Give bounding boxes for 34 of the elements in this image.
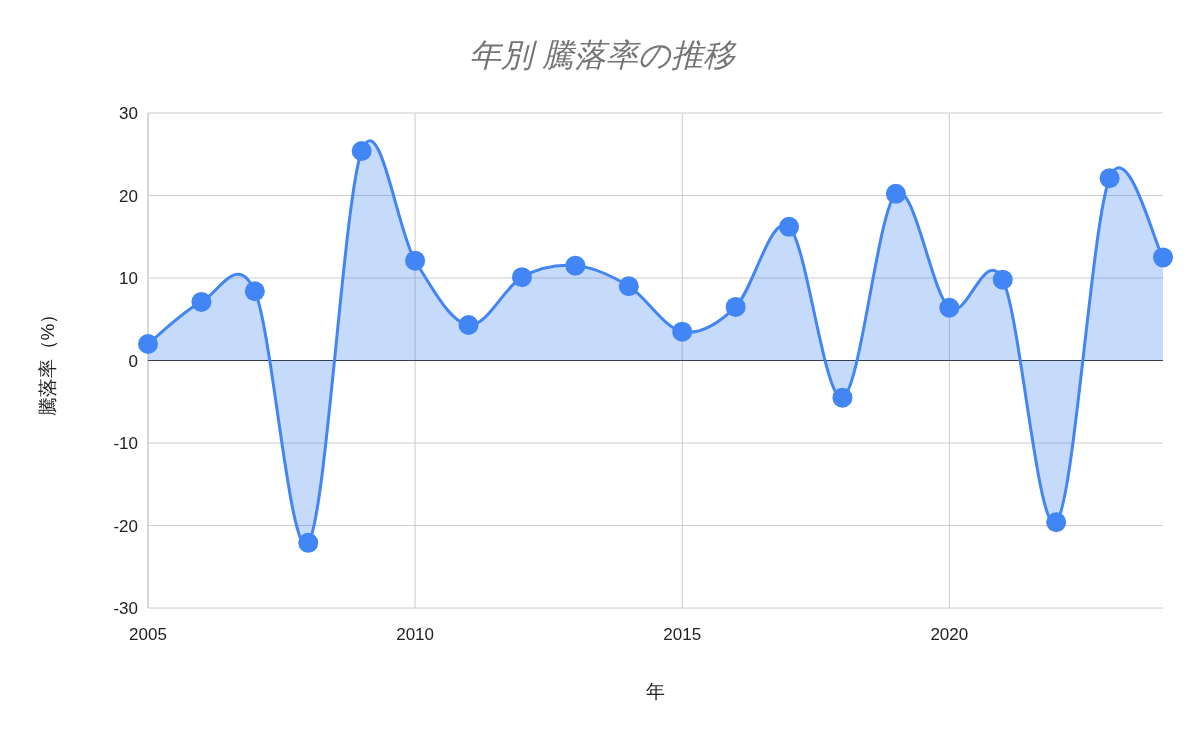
point	[244, 281, 265, 302]
point	[832, 387, 853, 408]
x-tick-label: 2010	[396, 625, 435, 644]
point	[511, 267, 532, 288]
x-tick-label: 2020	[930, 625, 969, 644]
chart-title: 年別 騰落率の推移	[469, 37, 737, 73]
y-tick-label: -20	[113, 516, 138, 536]
point	[138, 334, 158, 354]
point	[618, 276, 639, 297]
y-axis-title: 騰落率（%）	[37, 304, 58, 417]
point	[992, 269, 1013, 290]
point	[1046, 512, 1067, 533]
point	[405, 250, 426, 271]
y-tick-label: -30	[113, 599, 138, 618]
point	[351, 140, 372, 161]
point	[725, 296, 746, 317]
point	[458, 315, 479, 336]
point	[1153, 247, 1173, 268]
y-tick-label: 10	[119, 269, 138, 288]
y-tick-label: 0	[128, 351, 138, 371]
point	[298, 532, 319, 553]
point	[779, 216, 800, 237]
point	[939, 297, 960, 318]
point	[565, 255, 586, 276]
x-axis-title: 年	[646, 681, 665, 702]
point	[885, 183, 906, 204]
point	[1099, 168, 1120, 189]
y-tick-label: 30	[119, 104, 138, 123]
y-tick-label: 20	[119, 186, 138, 206]
point	[191, 291, 212, 312]
y-tick-label: -10	[113, 434, 138, 453]
x-tick-label: 2015	[663, 625, 702, 644]
x-tick-label: 2005	[129, 625, 167, 644]
point	[672, 321, 693, 342]
